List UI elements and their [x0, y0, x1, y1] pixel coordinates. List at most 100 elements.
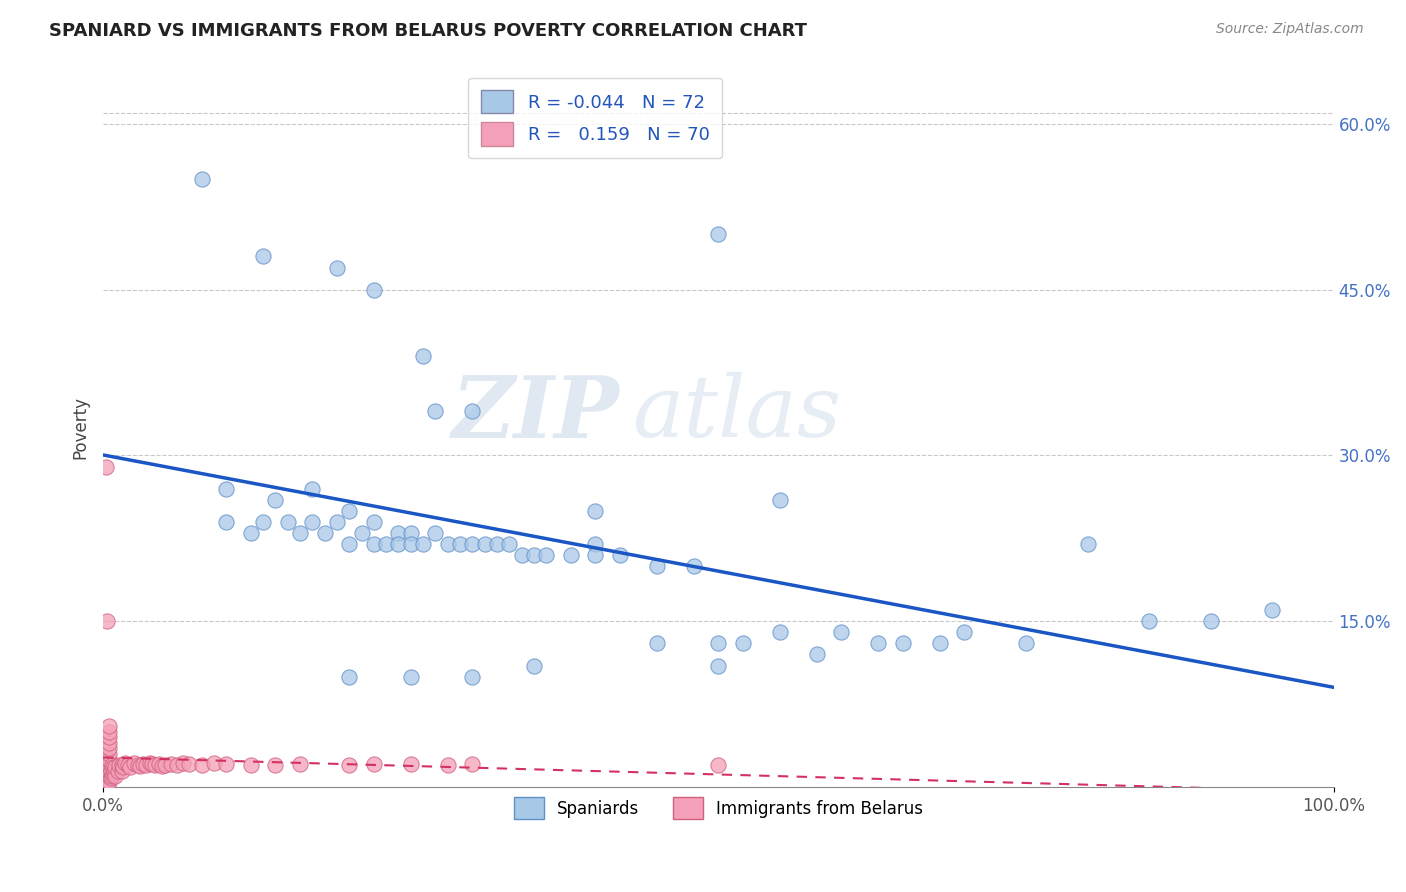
Point: [301, 515, 323, 529]
Point: [485, 537, 508, 551]
Point: [127, 758, 149, 772]
Point: [288, 525, 311, 540]
Point: [1137, 615, 1160, 629]
Point: [131, 756, 153, 771]
Point: [645, 559, 668, 574]
Point: [425, 525, 447, 540]
Point: [560, 548, 582, 562]
Point: [1199, 615, 1222, 629]
Point: [928, 636, 950, 650]
Point: [101, 767, 124, 781]
Point: [399, 537, 422, 551]
Point: [510, 548, 533, 562]
Point: [120, 760, 142, 774]
Point: [363, 756, 385, 771]
Point: [143, 758, 166, 772]
Point: [239, 758, 262, 772]
Point: [166, 758, 188, 772]
Point: [412, 349, 434, 363]
Point: [534, 548, 557, 562]
Point: [122, 756, 145, 770]
Point: [94, 763, 117, 777]
Point: [104, 769, 127, 783]
Point: [583, 504, 606, 518]
Point: [97, 769, 120, 783]
Point: [461, 670, 484, 684]
Point: [97, 752, 120, 766]
Point: [769, 625, 792, 640]
Point: [110, 758, 132, 772]
Point: [337, 758, 360, 772]
Point: [1076, 537, 1098, 551]
Point: [96, 769, 118, 783]
Text: Source: ZipAtlas.com: Source: ZipAtlas.com: [1216, 22, 1364, 37]
Point: [98, 752, 121, 766]
Point: [645, 636, 668, 650]
Point: [523, 658, 546, 673]
Point: [98, 747, 121, 761]
Point: [891, 636, 914, 650]
Point: [100, 764, 122, 778]
Point: [252, 515, 274, 529]
Point: [682, 559, 704, 574]
Point: [731, 636, 754, 650]
Point: [96, 774, 118, 789]
Point: [159, 756, 181, 771]
Point: [412, 537, 434, 551]
Point: [111, 760, 134, 774]
Point: [363, 537, 385, 551]
Point: [190, 758, 212, 772]
Point: [148, 756, 170, 771]
Point: [277, 515, 299, 529]
Point: [609, 548, 631, 562]
Point: [153, 758, 176, 772]
Point: [436, 758, 458, 772]
Point: [108, 758, 131, 772]
Point: [98, 731, 121, 745]
Point: [97, 764, 120, 778]
Point: [399, 670, 422, 684]
Point: [375, 537, 398, 551]
Point: [135, 758, 157, 772]
Point: [103, 764, 125, 778]
Point: [399, 525, 422, 540]
Point: [98, 719, 121, 733]
Point: [98, 741, 121, 756]
Point: [288, 756, 311, 771]
Point: [100, 758, 122, 772]
Point: [104, 760, 127, 774]
Point: [117, 758, 139, 772]
Point: [363, 283, 385, 297]
Point: [139, 756, 162, 770]
Point: [98, 725, 121, 739]
Point: [100, 769, 122, 783]
Point: [707, 636, 730, 650]
Point: [326, 260, 349, 275]
Point: [110, 764, 132, 778]
Point: [769, 492, 792, 507]
Point: [387, 537, 409, 551]
Point: [474, 537, 496, 551]
Point: [98, 769, 121, 783]
Point: [425, 404, 447, 418]
Point: [96, 615, 118, 629]
Text: ZIP: ZIP: [453, 372, 620, 455]
Point: [98, 758, 121, 772]
Text: atlas: atlas: [633, 372, 841, 455]
Point: [953, 625, 976, 640]
Point: [461, 537, 484, 551]
Point: [252, 250, 274, 264]
Point: [239, 525, 262, 540]
Point: [107, 764, 129, 778]
Point: [523, 548, 546, 562]
Point: [337, 504, 360, 518]
Point: [141, 756, 163, 771]
Point: [202, 756, 225, 770]
Point: [830, 625, 852, 640]
Point: [707, 758, 730, 772]
Point: [301, 482, 323, 496]
Point: [98, 764, 121, 778]
Point: [98, 774, 121, 789]
Point: [98, 736, 121, 750]
Point: [215, 756, 238, 771]
